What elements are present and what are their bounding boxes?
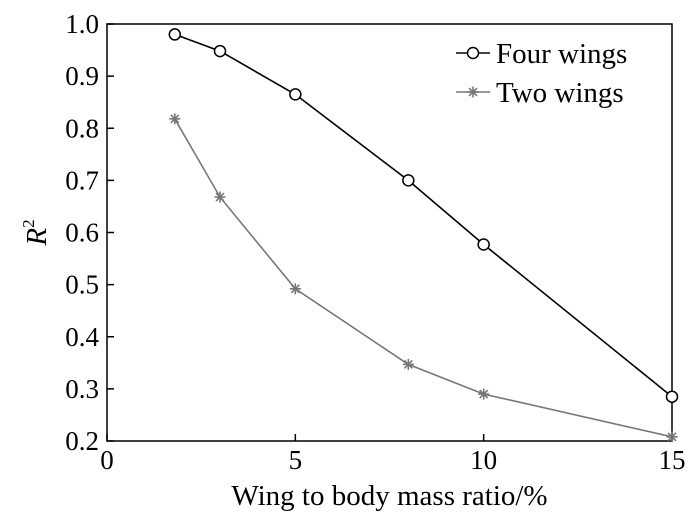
x-tick-label: 10	[470, 445, 497, 475]
data-point-four-wings	[289, 88, 302, 101]
y-tick-label: 0.3	[65, 374, 99, 404]
y-axis-label: R2	[19, 219, 53, 246]
data-point-four-wings	[402, 174, 415, 187]
x-axis-label: Wing to body mass ratio/%	[231, 480, 547, 512]
data-point-four-wings	[168, 28, 182, 41]
x-tick-label: 15	[659, 445, 686, 475]
data-point-two-wings	[666, 431, 678, 443]
y-axis-label-superscript: 2	[19, 219, 38, 228]
x-tick-label: 5	[289, 445, 303, 475]
y-tick-label: 0.9	[65, 61, 99, 91]
data-point-two-wings	[214, 191, 226, 203]
legend-marker-two-wings	[467, 86, 479, 98]
y-tick-label: 0.6	[65, 218, 99, 248]
y-tick-label: 0.8	[65, 113, 99, 143]
y-tick-label: 0.5	[65, 270, 99, 300]
legend-label-four-wings: Four wings	[496, 38, 627, 70]
legend-label-two-wings: Two wings	[496, 77, 624, 109]
data-point-two-wings	[289, 283, 301, 295]
data-point-two-wings	[402, 358, 414, 370]
tick-labels: 0.2 0.3 0.4 0.5 0.6 0.7 0.8 0.9 1.0 0 5 10 15	[65, 9, 685, 475]
legend-item-two-wings: Two wings	[456, 77, 624, 109]
data-point-four-wings	[213, 44, 227, 58]
legend-marker-shape	[467, 86, 479, 98]
y-tick-label: 0.7	[65, 165, 99, 195]
legend: Four wings Two wings	[456, 38, 627, 109]
series-line-four-wings	[174, 33, 673, 398]
data-point-four-wings	[665, 390, 679, 403]
legend-marker-four-wings	[466, 46, 480, 60]
data-point-four-wings	[477, 238, 490, 251]
legend-item-four-wings: Four wings	[456, 38, 627, 70]
series-line-two-wings	[174, 118, 673, 438]
y-tick-label: 0.4	[65, 322, 99, 352]
data-point-two-wings	[478, 388, 490, 400]
legend-marker-shape	[466, 46, 480, 60]
data-point-two-wings	[169, 113, 181, 125]
y-tick-label: 0.2	[65, 426, 99, 456]
x-tick-label: 0	[100, 445, 114, 475]
series-layer	[168, 28, 679, 443]
y-tick-label: 1.0	[65, 9, 99, 39]
y-axis-label-main: R	[21, 228, 53, 247]
